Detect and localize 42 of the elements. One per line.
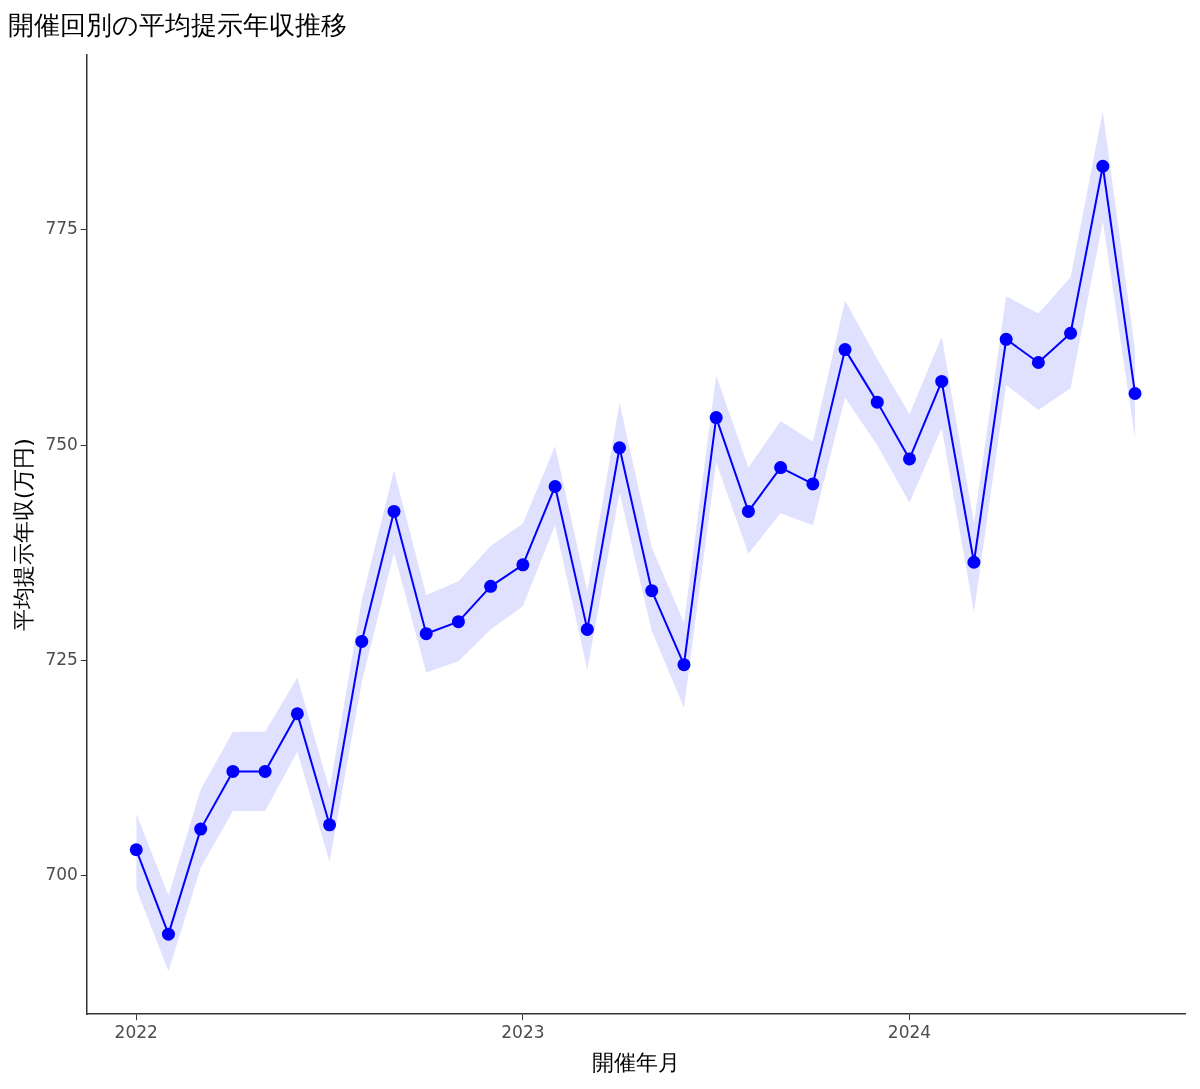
point [774, 461, 788, 475]
point [161, 927, 175, 941]
point [419, 627, 433, 641]
y-tick-label: 700 [45, 864, 78, 885]
point [999, 332, 1013, 346]
point [258, 764, 272, 778]
x-tick-label: 2023 [501, 1021, 545, 1042]
point [645, 584, 659, 598]
point [290, 707, 304, 721]
x-axis-title: 開催年月 [592, 1049, 681, 1075]
point [323, 818, 337, 832]
point [226, 764, 240, 778]
point [613, 441, 627, 455]
point [870, 395, 884, 409]
point [1128, 387, 1142, 401]
point [1064, 326, 1078, 340]
point [1031, 356, 1045, 370]
point [516, 558, 530, 572]
point [451, 615, 465, 629]
point [484, 579, 498, 593]
point [580, 622, 594, 636]
x-tick-label: 2024 [887, 1021, 932, 1042]
point [677, 658, 691, 672]
point [194, 822, 208, 836]
x-tick-label: 2022 [114, 1021, 158, 1042]
chart-title: 開催回別の平均提示年収推移 [8, 10, 347, 41]
y-tick-label: 750 [45, 433, 78, 454]
point [548, 479, 562, 493]
y-tick-label: 775 [45, 218, 78, 239]
point [741, 504, 755, 518]
point [129, 843, 143, 857]
y-tick-label: 725 [45, 648, 78, 669]
point [1096, 159, 1110, 173]
point [806, 477, 820, 491]
point [355, 634, 369, 648]
point [935, 374, 949, 388]
point [709, 411, 723, 425]
point [387, 504, 401, 518]
point [838, 343, 852, 357]
point [902, 452, 916, 466]
point [967, 555, 981, 569]
y-axis-title: 平均提示年収(万円) [10, 438, 36, 632]
